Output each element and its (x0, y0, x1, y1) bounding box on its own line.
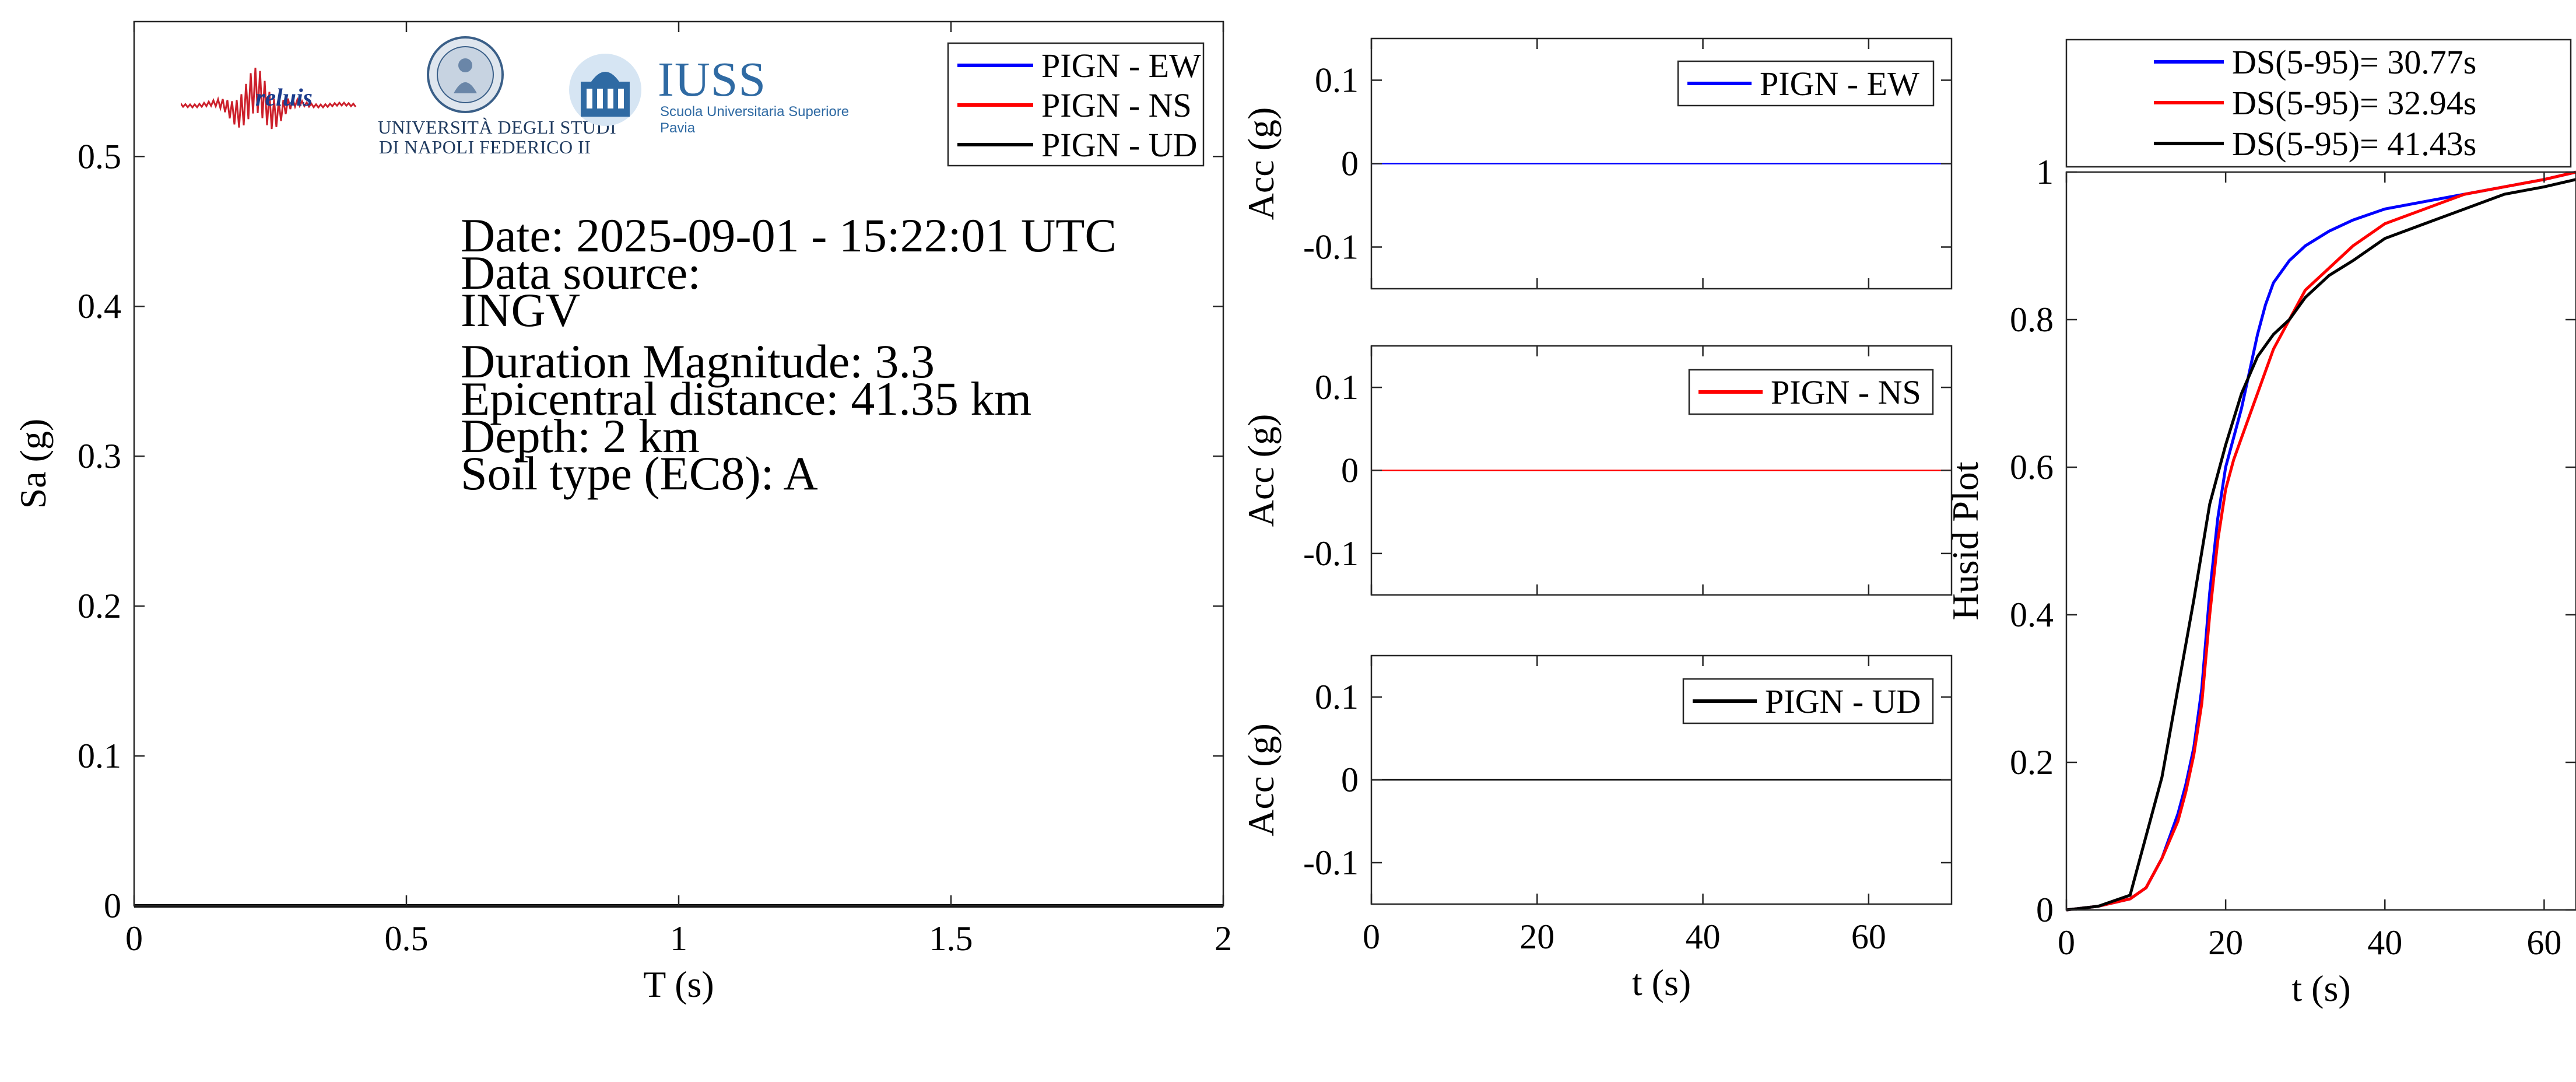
legend: PIGN - NS (1688, 369, 1934, 415)
legend-label: PIGN - EW (1041, 47, 1201, 85)
y-axis-label: Acc (g) (1240, 723, 1282, 836)
y-axis-label: Acc (g) (1240, 414, 1282, 527)
legend-label: DS(5-95)= 32.94s (2232, 84, 2476, 122)
y-tick-label: 0 (2036, 891, 2054, 929)
legend-label: PIGN - NS (1041, 86, 1192, 124)
x-tick-label: 2 (1215, 919, 1232, 958)
unina-line2: DI NAPOLI FEDERICO II (379, 136, 591, 157)
x-tick-label: 40 (1686, 918, 1721, 956)
chart-panel-5: 0 20 40 60 0 0.2 0.4 0.6 0.8 1 t (s) Husid Plot DS(5… (1945, 38, 2576, 1009)
axes-box (2065, 171, 2576, 911)
logos: reluis UNIVERSITÀ DEGLI STUDI DI NAPOLI … (181, 29, 880, 169)
y-tick-label: 0.5 (78, 137, 121, 176)
x-tick-label: 0 (2058, 923, 2075, 962)
x-axis-label: t (s) (2291, 968, 2350, 1009)
y-tick-label: 0.4 (2010, 596, 2054, 634)
x-axis-label: t (s) (1632, 962, 1691, 1003)
y-tick-label: 0 (1341, 451, 1359, 490)
y-tick-label: 0.2 (2010, 743, 2054, 782)
reluis-logo (181, 68, 357, 129)
depth: Depth: 2 km (461, 409, 700, 463)
x-axis-label: T (s) (643, 964, 714, 1005)
iuss-wordmark: IUSS (658, 52, 767, 107)
y-tick-label: 0.1 (78, 737, 121, 775)
magnitude: Duration Magnitude: 3.3 (461, 335, 935, 388)
chart-panel-4: 0 20 40 60-0.100.1t (s)Acc (g)PIGN - UD (1240, 654, 1953, 1003)
y-tick-label: 0.1 (1315, 368, 1359, 407)
x-tick-label: 20 (1519, 918, 1554, 956)
chart-panel-2: -0.1 0 0.1 Acc (g) PIGN - EW (1240, 37, 1953, 290)
soil-type: Soil type (EC8): A (461, 447, 818, 500)
y-tick-label: 0 (1341, 761, 1359, 799)
x-tick-label: 0 (125, 919, 143, 958)
event-info: Date: 2025-09-01 - 15:22:01 UTC Data sou… (461, 209, 1117, 500)
x-tick-label: 0.5 (385, 919, 429, 958)
y-tick-label: 1 (2036, 153, 2054, 191)
series-line-2 (2066, 170, 2576, 912)
x-tick-label: 60 (2526, 923, 2561, 962)
legend-label: PIGN - NS (1771, 373, 1921, 411)
y-tick-label: 0.6 (2010, 448, 2054, 486)
unina-seal (427, 36, 504, 113)
unina-line1: UNIVERSITÀ DEGLI STUDI (378, 117, 617, 138)
x-tick-label: 60 (1851, 918, 1886, 956)
y-axis-label: Acc (g) (1240, 107, 1282, 220)
legend-label: PIGN - UD (1041, 126, 1197, 164)
y-tick-label: -0.1 (1303, 843, 1359, 882)
x-tick-label: 40 (2367, 923, 2402, 962)
reluis-wordmark: reluis (255, 85, 313, 111)
y-tick-label: 0.4 (78, 287, 121, 325)
legend-label: PIGN - UD (1765, 682, 1921, 720)
y-axis-label: Husid Plot (1945, 461, 1986, 620)
legend: PIGN - UD (1682, 678, 1934, 724)
y-tick-label: 0.3 (78, 437, 121, 475)
epicentral-distance: Epicentral distance: 41.35 km (461, 372, 1032, 425)
y-tick-label: 0.2 (78, 587, 121, 625)
x-tick-label: 1.5 (929, 919, 973, 958)
y-tick-label: 0.1 (1315, 678, 1359, 716)
event-date: Date: 2025-09-01 - 15:22:01 UTC (461, 209, 1117, 262)
iuss-subtitle: Scuola Universitaria Superiore Pavia (660, 104, 850, 136)
x-tick-label: 20 (2208, 923, 2243, 962)
data-source-label: Data source: (461, 246, 701, 299)
chart-panel-3: -0.1 0 0.1 Acc (g) PIGN - NS (1240, 345, 1953, 596)
chart-panel-1: 0 0.5 1 1.5 2 0 0.1 0.2 0.3 0.4 0.5 T (s) Sa (g) PIGN… (12, 20, 1232, 1005)
legend-box (2065, 38, 2572, 168)
y-tick-label: 0 (104, 887, 121, 925)
x-tick-label: 0 (1363, 918, 1380, 956)
y-tick-label: -0.1 (1303, 534, 1359, 573)
y-axis-label: Sa (g) (12, 419, 54, 509)
legend: PIGN - EW (1677, 60, 1935, 107)
legend-label: DS(5-95)= 41.43s (2232, 125, 2476, 163)
legend-label: DS(5-95)= 30.77s (2232, 43, 2476, 81)
iuss-emblem (569, 54, 641, 126)
series-line-3 (2066, 178, 2576, 912)
x-tick-label: 1 (670, 919, 687, 958)
y-tick-label: 0.1 (1315, 61, 1359, 100)
series-line-1 (2066, 170, 2576, 912)
legend-label: PIGN - EW (1760, 65, 1919, 103)
y-tick-label: 0.8 (2010, 300, 2054, 339)
y-tick-label: -0.1 (1303, 228, 1359, 267)
y-tick-label: 0 (1341, 145, 1359, 183)
data-source: INGV (461, 283, 580, 337)
